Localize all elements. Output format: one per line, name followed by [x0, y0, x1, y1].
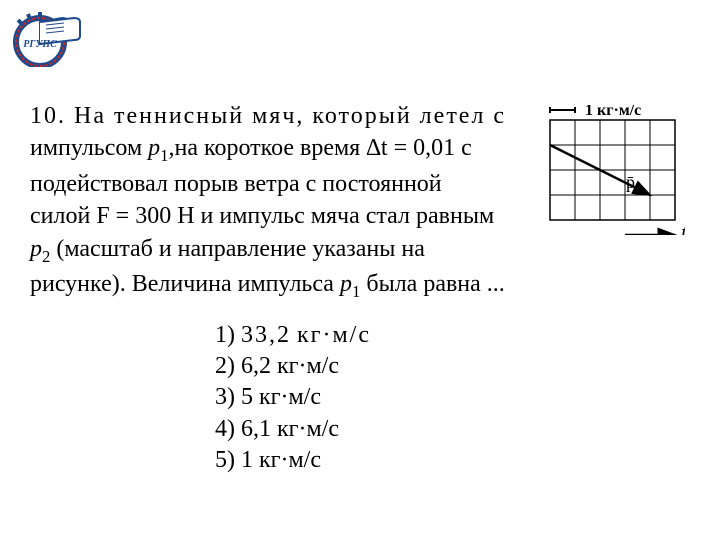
diagram-svg: 1 кг·м/с p̄2 F̄ [535, 105, 685, 235]
p2-label: p̄2 [626, 172, 641, 195]
problem-line-5: p2 (масштаб и направление указаны на [30, 233, 530, 268]
vector-diagram: 1 кг·м/с p̄2 F̄ [535, 105, 685, 235]
problem-line-2: импульсом p1,на короткое время ∆t = 0,01… [30, 132, 530, 167]
scale-label: 1 кг·м/с [585, 105, 641, 119]
scale-marker: 1 кг·м/с [550, 105, 641, 119]
problem-line-6: рисунке). Величина импульса p1 была равн… [30, 268, 530, 303]
answer-4: 4) 6,1 кг·м/с [215, 414, 371, 445]
university-logo: РГУПС [12, 12, 102, 67]
logo-text: РГУПС [23, 39, 57, 50]
answer-5: 5) 1 кг·м/с [215, 445, 371, 476]
answer-1: 1) 33,2 кг·м/с [215, 320, 371, 351]
answer-list: 1) 33,2 кг·м/с 2) 6,2 кг·м/с 3) 5 кг·м/с… [215, 320, 371, 476]
problem-line-3: подействовал порыв ветра с постоянной [30, 168, 530, 200]
logo-svg: РГУПС [12, 12, 102, 67]
f-label: F̄ [679, 225, 685, 235]
grid: p̄2 F̄ [550, 120, 685, 235]
answer-2: 2) 6,2 кг·м/с [215, 351, 371, 382]
problem-line-4: силой F = 300 Н и импульс мяча стал равн… [30, 200, 560, 232]
answer-3: 3) 5 кг·м/с [215, 382, 371, 413]
problem-line-1: 10. На теннисный мяч, который летел с [30, 100, 530, 132]
problem-text: 10. На теннисный мяч, который летел с им… [30, 100, 530, 304]
